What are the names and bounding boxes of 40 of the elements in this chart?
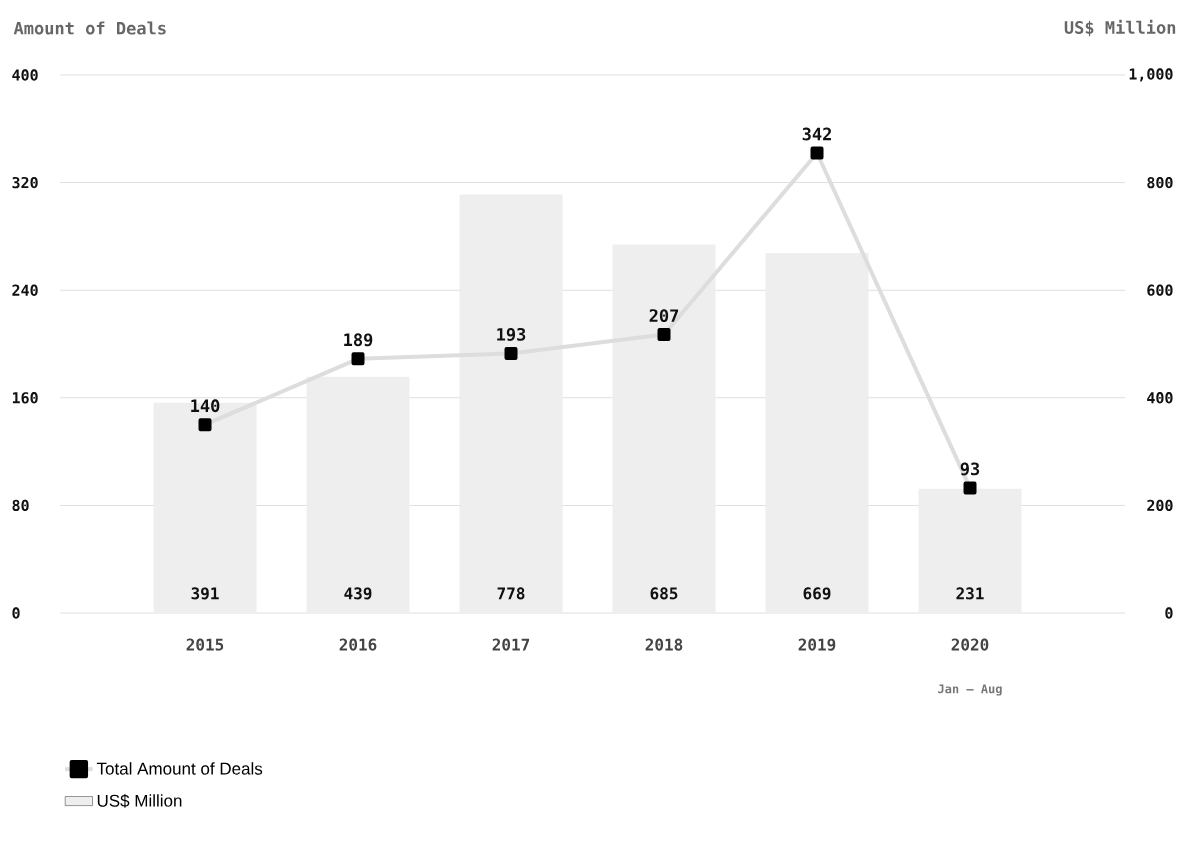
data-label: 140 — [191, 399, 220, 413]
data-label: 193 — [497, 327, 526, 341]
y-tick-label: 160 — [12, 392, 38, 404]
bar — [612, 244, 716, 613]
data-label: 391 — [191, 587, 219, 600]
data-label: 93 — [960, 462, 980, 476]
y2-tick-label: 1,000 — [1129, 68, 1173, 82]
y2-tick-label: 600 — [1147, 284, 1173, 296]
bar — [459, 194, 563, 613]
y2-tick-label: 800 — [1147, 176, 1173, 189]
y-tick-label: 80 — [12, 499, 29, 512]
data-label: 189 — [344, 333, 373, 347]
y2-tick-label: 400 — [1147, 392, 1173, 404]
y-tick-label: 400 — [12, 69, 38, 81]
data-label: 439 — [344, 587, 372, 600]
y-axis-title: Amount of Deals — [13, 21, 166, 35]
y2-tick-label: 0 — [1165, 607, 1173, 619]
bar — [306, 376, 410, 613]
data-label: 231 — [956, 587, 984, 600]
text: Jan – Aug — [938, 684, 1002, 696]
y2-axis-title: US$ Million — [1064, 19, 1176, 37]
bar — [918, 488, 1022, 613]
x-tick-label: 2015 — [186, 638, 224, 651]
bar — [765, 253, 869, 613]
data-label: 342 — [802, 127, 831, 141]
data-label: 685 — [650, 587, 678, 600]
x-tick-label: 2020 — [951, 638, 989, 651]
y-tick-label: 0 — [12, 607, 20, 619]
legend-label: Total Amount of Deals — [96, 762, 263, 775]
y2-tick-label: 200 — [1147, 499, 1173, 512]
x-tick-label: 2017 — [492, 638, 530, 651]
x-tick-label: 2019 — [798, 638, 836, 651]
legend-label: US$ Million — [97, 794, 182, 808]
x-tick-label: 2018 — [645, 638, 683, 651]
x-tick-label: 2016 — [339, 638, 377, 651]
data-label: 778 — [497, 587, 525, 600]
data-label: 669 — [803, 587, 831, 600]
y-tick-label: 320 — [12, 176, 38, 189]
y-tick-label: 240 — [12, 284, 38, 296]
data-label: 207 — [649, 309, 679, 323]
